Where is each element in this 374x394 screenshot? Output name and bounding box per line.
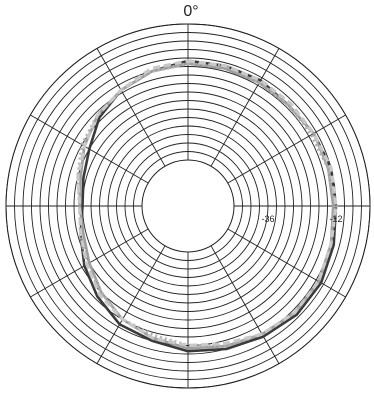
series-line	[76, 59, 338, 348]
radial-tick-label: -36	[261, 214, 274, 224]
radial-tick-label: -12	[329, 214, 342, 224]
grid-spoke	[227, 114, 346, 184]
labels-layer: 0° -36 -12	[183, 3, 342, 224]
grid-ring-inner	[141, 159, 235, 253]
grid-spoke	[227, 228, 346, 298]
series-line	[76, 62, 338, 348]
grid-spoke	[210, 48, 280, 167]
polar-grid	[5, 23, 371, 389]
grid-ring	[133, 151, 243, 261]
chart-title: 0°	[183, 3, 198, 20]
grid-spoke	[96, 48, 166, 167]
grid-spoke	[96, 245, 166, 364]
series-layer	[76, 59, 338, 353]
grid-spoke	[210, 245, 280, 364]
grid-ring	[124, 142, 252, 270]
